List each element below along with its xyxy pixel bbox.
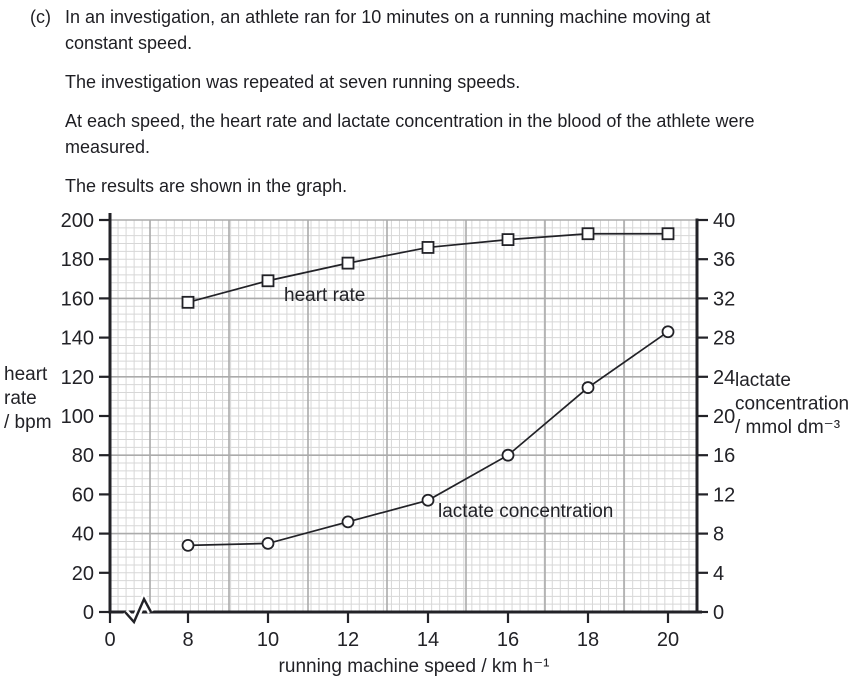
left-axis-ticks: 0 20 40 60 80 100 120 140 160 180 200 — [61, 210, 110, 624]
right-tick-label: 16 — [713, 445, 735, 467]
left-tick-label: 200 — [61, 210, 94, 232]
data-point-square — [661, 227, 675, 241]
data-point-square — [261, 274, 275, 288]
svg-text:heart: heart — [4, 364, 48, 385]
left-tick-label: 180 — [61, 249, 94, 271]
left-tick-label: 20 — [72, 563, 94, 585]
x-tick-label: 14 — [417, 629, 439, 651]
left-tick-label: 140 — [61, 328, 94, 350]
question-first-paragraph-row: (c) In an investigation, an athlete ran … — [30, 4, 765, 56]
question-paragraph-4: The results are shown in the graph. — [65, 176, 348, 196]
data-point-square — [501, 233, 515, 247]
x-tick-label: 20 — [657, 629, 679, 651]
right-tick-label: 8 — [713, 524, 724, 546]
left-tick-label: 100 — [61, 406, 94, 428]
data-point-circle — [261, 537, 275, 550]
left-tick-label: 60 — [72, 484, 94, 506]
data-point-circle — [421, 493, 435, 507]
data-point-circle — [181, 538, 195, 552]
question-paragraph-3: At each speed, the heart rate and lactat… — [65, 111, 755, 157]
x-axis-title: running machine speed / km h⁻¹ — [279, 656, 550, 677]
right-tick-label: 32 — [713, 288, 735, 310]
data-point-square — [341, 256, 355, 270]
data-point-square — [421, 241, 435, 254]
left-tick-label: 0 — [83, 602, 94, 624]
x-tick-label: 18 — [577, 629, 599, 651]
x-tick-label: 16 — [497, 629, 519, 651]
grid — [110, 219, 697, 613]
data-point-square — [181, 295, 195, 309]
right-axis-ticks: 0 4 8 12 16 20 24 28 32 36 40 — [697, 210, 735, 624]
lactate-series-label: lactate concentration — [438, 501, 613, 522]
right-tick-label: 20 — [713, 406, 735, 428]
svg-text:lactate: lactate — [735, 370, 791, 391]
right-tick-label: 4 — [713, 563, 724, 585]
left-tick-label: 120 — [61, 367, 94, 389]
svg-text:/ bpm: / bpm — [4, 412, 52, 433]
heart-rate-series: heart rate — [181, 227, 675, 309]
right-tick-label: 28 — [713, 328, 735, 350]
question-paragraph-1: In an investigation, an athlete ran for … — [65, 7, 711, 53]
left-tick-label: 40 — [72, 524, 94, 546]
x-tick-label: 8 — [182, 629, 193, 651]
right-axis-title: lactate concentration/ mmol dm⁻³ — [735, 370, 849, 438]
right-tick-label: 12 — [713, 484, 735, 506]
right-tick-label: 0 — [713, 602, 724, 624]
x-tick-label: 10 — [257, 629, 279, 651]
left-tick-label: 80 — [72, 445, 94, 467]
svg-text:rate: rate — [4, 388, 37, 409]
left-tick-label: 160 — [61, 288, 94, 310]
right-tick-label: 24 — [713, 367, 735, 389]
lactate-series: lactate concentration — [181, 325, 675, 552]
data-point-circle — [661, 325, 675, 339]
x-tick-label: 0 — [104, 629, 115, 651]
heart-rate-series-label: heart rate — [284, 285, 365, 306]
svg-text:/ mmol dm⁻³: / mmol dm⁻³ — [735, 417, 840, 438]
data-point-circle — [341, 515, 355, 529]
right-tick-label: 36 — [713, 249, 735, 271]
axes — [108, 213, 702, 614]
question-paragraph-2: The investigation was repeated at seven … — [65, 72, 521, 92]
results-graph: 0204060801001201401601802000481216202428… — [4, 210, 849, 677]
data-point-circle — [581, 381, 595, 394]
x-tick-label: 12 — [337, 629, 359, 651]
data-point-circle — [501, 448, 515, 462]
svg-text:concentration: concentration — [735, 394, 849, 415]
question-label: (c) — [30, 7, 51, 27]
left-axis-title: heart rate / bpm — [4, 364, 52, 433]
axis-break-zigzag — [124, 596, 153, 625]
right-tick-label: 40 — [713, 210, 735, 232]
data-point-square — [581, 227, 595, 241]
question-block: (c) In an investigation, an athlete ran … — [30, 4, 765, 199]
x-axis-ticks: 0 8 10 12 14 16 18 20 — [104, 612, 679, 651]
